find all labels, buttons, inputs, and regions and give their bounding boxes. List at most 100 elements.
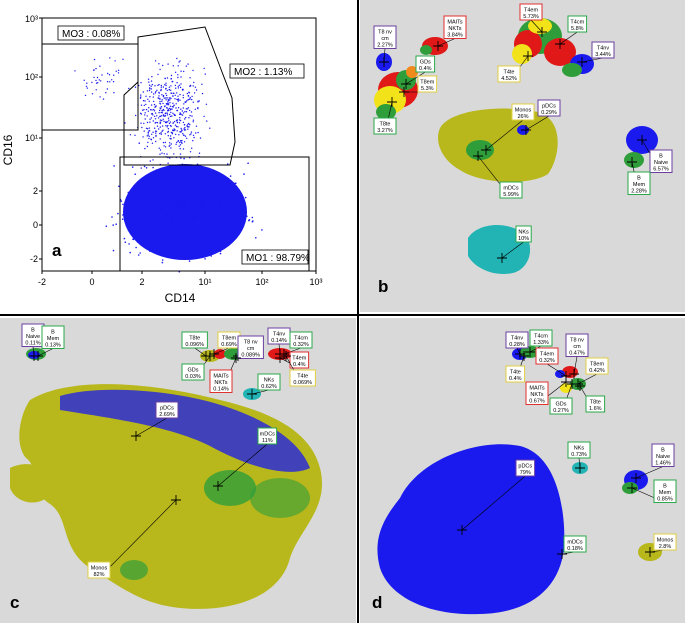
d-t4nv-label-line: 0.28% [509,342,525,348]
b-t4cm-label-line: 5.8% [571,26,584,32]
b-mait-label-line: 3.84% [447,33,463,39]
b-bnaive-label-line: B [659,154,663,160]
c-pdcs-label-line: 2.69% [159,412,175,418]
gate-mo3-label: MO3 : 0.08% [62,29,120,40]
b-t4em-label-line: T4em [524,8,538,14]
d-bnaive-label-line: Naive [656,454,670,460]
d-t8em-label-line: T8em [590,362,604,368]
ytick-0: 0 [33,220,38,230]
c-nks-label-line: 0.62% [261,384,277,390]
b-t8nvcm-label-line: cm [381,36,389,42]
d-t8nvcm-label-line: cm [573,344,581,350]
b-t8te-label-line: 3.27% [377,128,393,134]
b-bnaive-label-line: Naive [654,160,668,166]
d-t8nvcm-label-line: T8 nv [570,338,584,344]
b-t8nvcm-label-line: T8 nv [378,30,392,36]
c-bnaive-label-line: B [31,328,35,334]
xtick-neg2: -2 [38,277,46,287]
b-t4te-label-line: T4te [503,70,514,76]
d-bnaive-label-line: B [661,448,665,454]
c-t4nv-label-line: T4nv [273,332,285,338]
c-t8em-label-line: 0.69% [221,342,237,348]
panel-letter-b: b [378,277,388,296]
ytick-neg2: -2 [30,254,38,264]
b-t4em-label-line: 5.73% [523,14,539,20]
horizontal-divider [0,314,685,316]
b-bmem-label-line: B [637,176,641,182]
d-t4te-label-line: 0.4% [509,376,522,382]
b-mait-label-line: NKTs [448,26,461,32]
c-bmem-label-line: 0.13% [45,343,61,349]
d-mdcs-label-line: 0.18% [567,546,583,552]
xtick-1e2: 10² [255,277,268,287]
c-monos-label-line: 82% [93,572,104,578]
d-mdcs-label-line: mDCs [567,540,583,546]
c-t8nvcm-label-line: T8 nv [244,340,258,346]
panel-a-flow-plot: MO3 : 0.08% MO2 : 1.13% MO1 : 98.79% 10³… [0,0,356,312]
ytick-2: 2 [33,186,38,196]
b-bmem-label-line: 2.28% [631,189,647,195]
panel-letter-d: d [372,593,382,612]
gate-mo2-label: MO2 : 1.13% [234,67,292,78]
d-t4cm-label-line: 1.33% [533,340,549,346]
panel-c-tsne-mo1: B Naive 0.11% B Mem 0.13% T8te 0.096% T8em 0.69% T… [0,318,356,623]
xtick-1e3: 10³ [309,277,322,287]
b-t4nv-label-line: T4nv [597,46,609,52]
c-bmem-label-line: B [51,330,55,336]
b-t8nvcm-label-line: 2.27% [377,43,393,49]
b-bnaive-label-line: 6.57% [653,167,669,173]
c-nks-label-line: NKs [264,378,275,384]
d-monos-label-line: 2.8% [659,544,672,550]
c-mdcs-label-line: mDCs [260,432,276,438]
b-monos-label-line: Monos [515,108,532,114]
b-t4te-label-line: 4.52% [501,76,517,82]
b-t4nv-label-line: 3.44% [595,52,611,58]
d-t8te-label-line: T8te [590,400,601,406]
ytick-1e1: 10¹ [25,133,38,143]
c-bnaive-label-line: Naive [26,334,40,340]
c-t4em-label-line: T4em [292,356,306,362]
vertical-divider [357,0,359,623]
xtick-1e1: 10¹ [198,277,211,287]
xtick-2: 2 [139,277,144,287]
c-t8nvcm-label-line: 0.089% [241,353,260,359]
c-bnaive-label-line: 0.11% [25,341,40,347]
c-t8te-label-line: 0.096% [185,342,204,348]
d-pdcs-label-line: pDCs [518,464,532,470]
b-mdcs-label-line: mDCs [503,186,519,192]
d-t4te-label-line: T4te [510,370,521,376]
c-mait-label-line: NKTs [214,380,227,386]
b-nks-label-line: 10% [518,236,529,242]
panel-letter-a: a [52,241,62,260]
d-t4cm-label-line: T4cm [534,334,548,340]
c-t4te-label-line: T4te [297,374,308,380]
d-mait-label-line: 0.67% [529,399,545,405]
ytick-1e2: 10² [25,72,38,82]
d-bnaive-label-line: 1.46% [655,461,671,467]
panel-d-tsne-mo3: T4nv 0.28% T4cm 1.33% T8 nv cm 0.47% T4em 0.32% T… [360,318,685,623]
b-t8em-label-line: 5.3% [421,86,434,92]
d-t8nvcm-label-line: 0.47% [569,351,585,357]
b-mait-label-line: MAITs [447,20,463,26]
d-mait-label-line: NKTs [530,392,543,398]
c-t4cm-label-line: T4cm [294,336,308,342]
c-t8em-label-line: T8em [222,336,236,342]
c-pdcs-label-line: pDCs [160,406,174,412]
xtick-0: 0 [89,277,94,287]
d-monos-label-line: Monos [657,538,674,544]
cluster-blobs [377,346,662,614]
b-t4cm-label-line: T4cm [570,20,584,26]
y-axis-label: CD16 [1,134,15,165]
c-mait-label-line: MAITs [213,374,229,380]
d-gds-label-line: GDs [556,402,567,408]
c-t4nv-label-line: 0.14% [271,338,287,344]
b-pdcs-label-line: pDCs [542,104,556,110]
d-bmem-label-line: Mem [659,490,672,496]
b-monos-label-line: 26% [517,114,528,120]
d-mait-label-line: MAITs [529,386,545,392]
d-t4nv-label-line: T4nv [511,336,523,342]
b-pdcs-label-line: 0.29% [541,110,557,116]
c-gds-label-line: 0.03% [185,374,201,380]
d-t8te-label-line: 1.6% [589,406,602,412]
d-t4em-label-line: T4em [540,352,554,358]
